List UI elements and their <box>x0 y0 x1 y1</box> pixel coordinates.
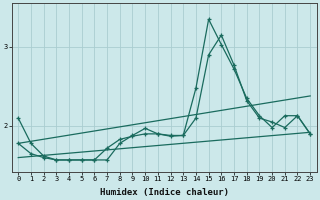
X-axis label: Humidex (Indice chaleur): Humidex (Indice chaleur) <box>100 188 229 197</box>
